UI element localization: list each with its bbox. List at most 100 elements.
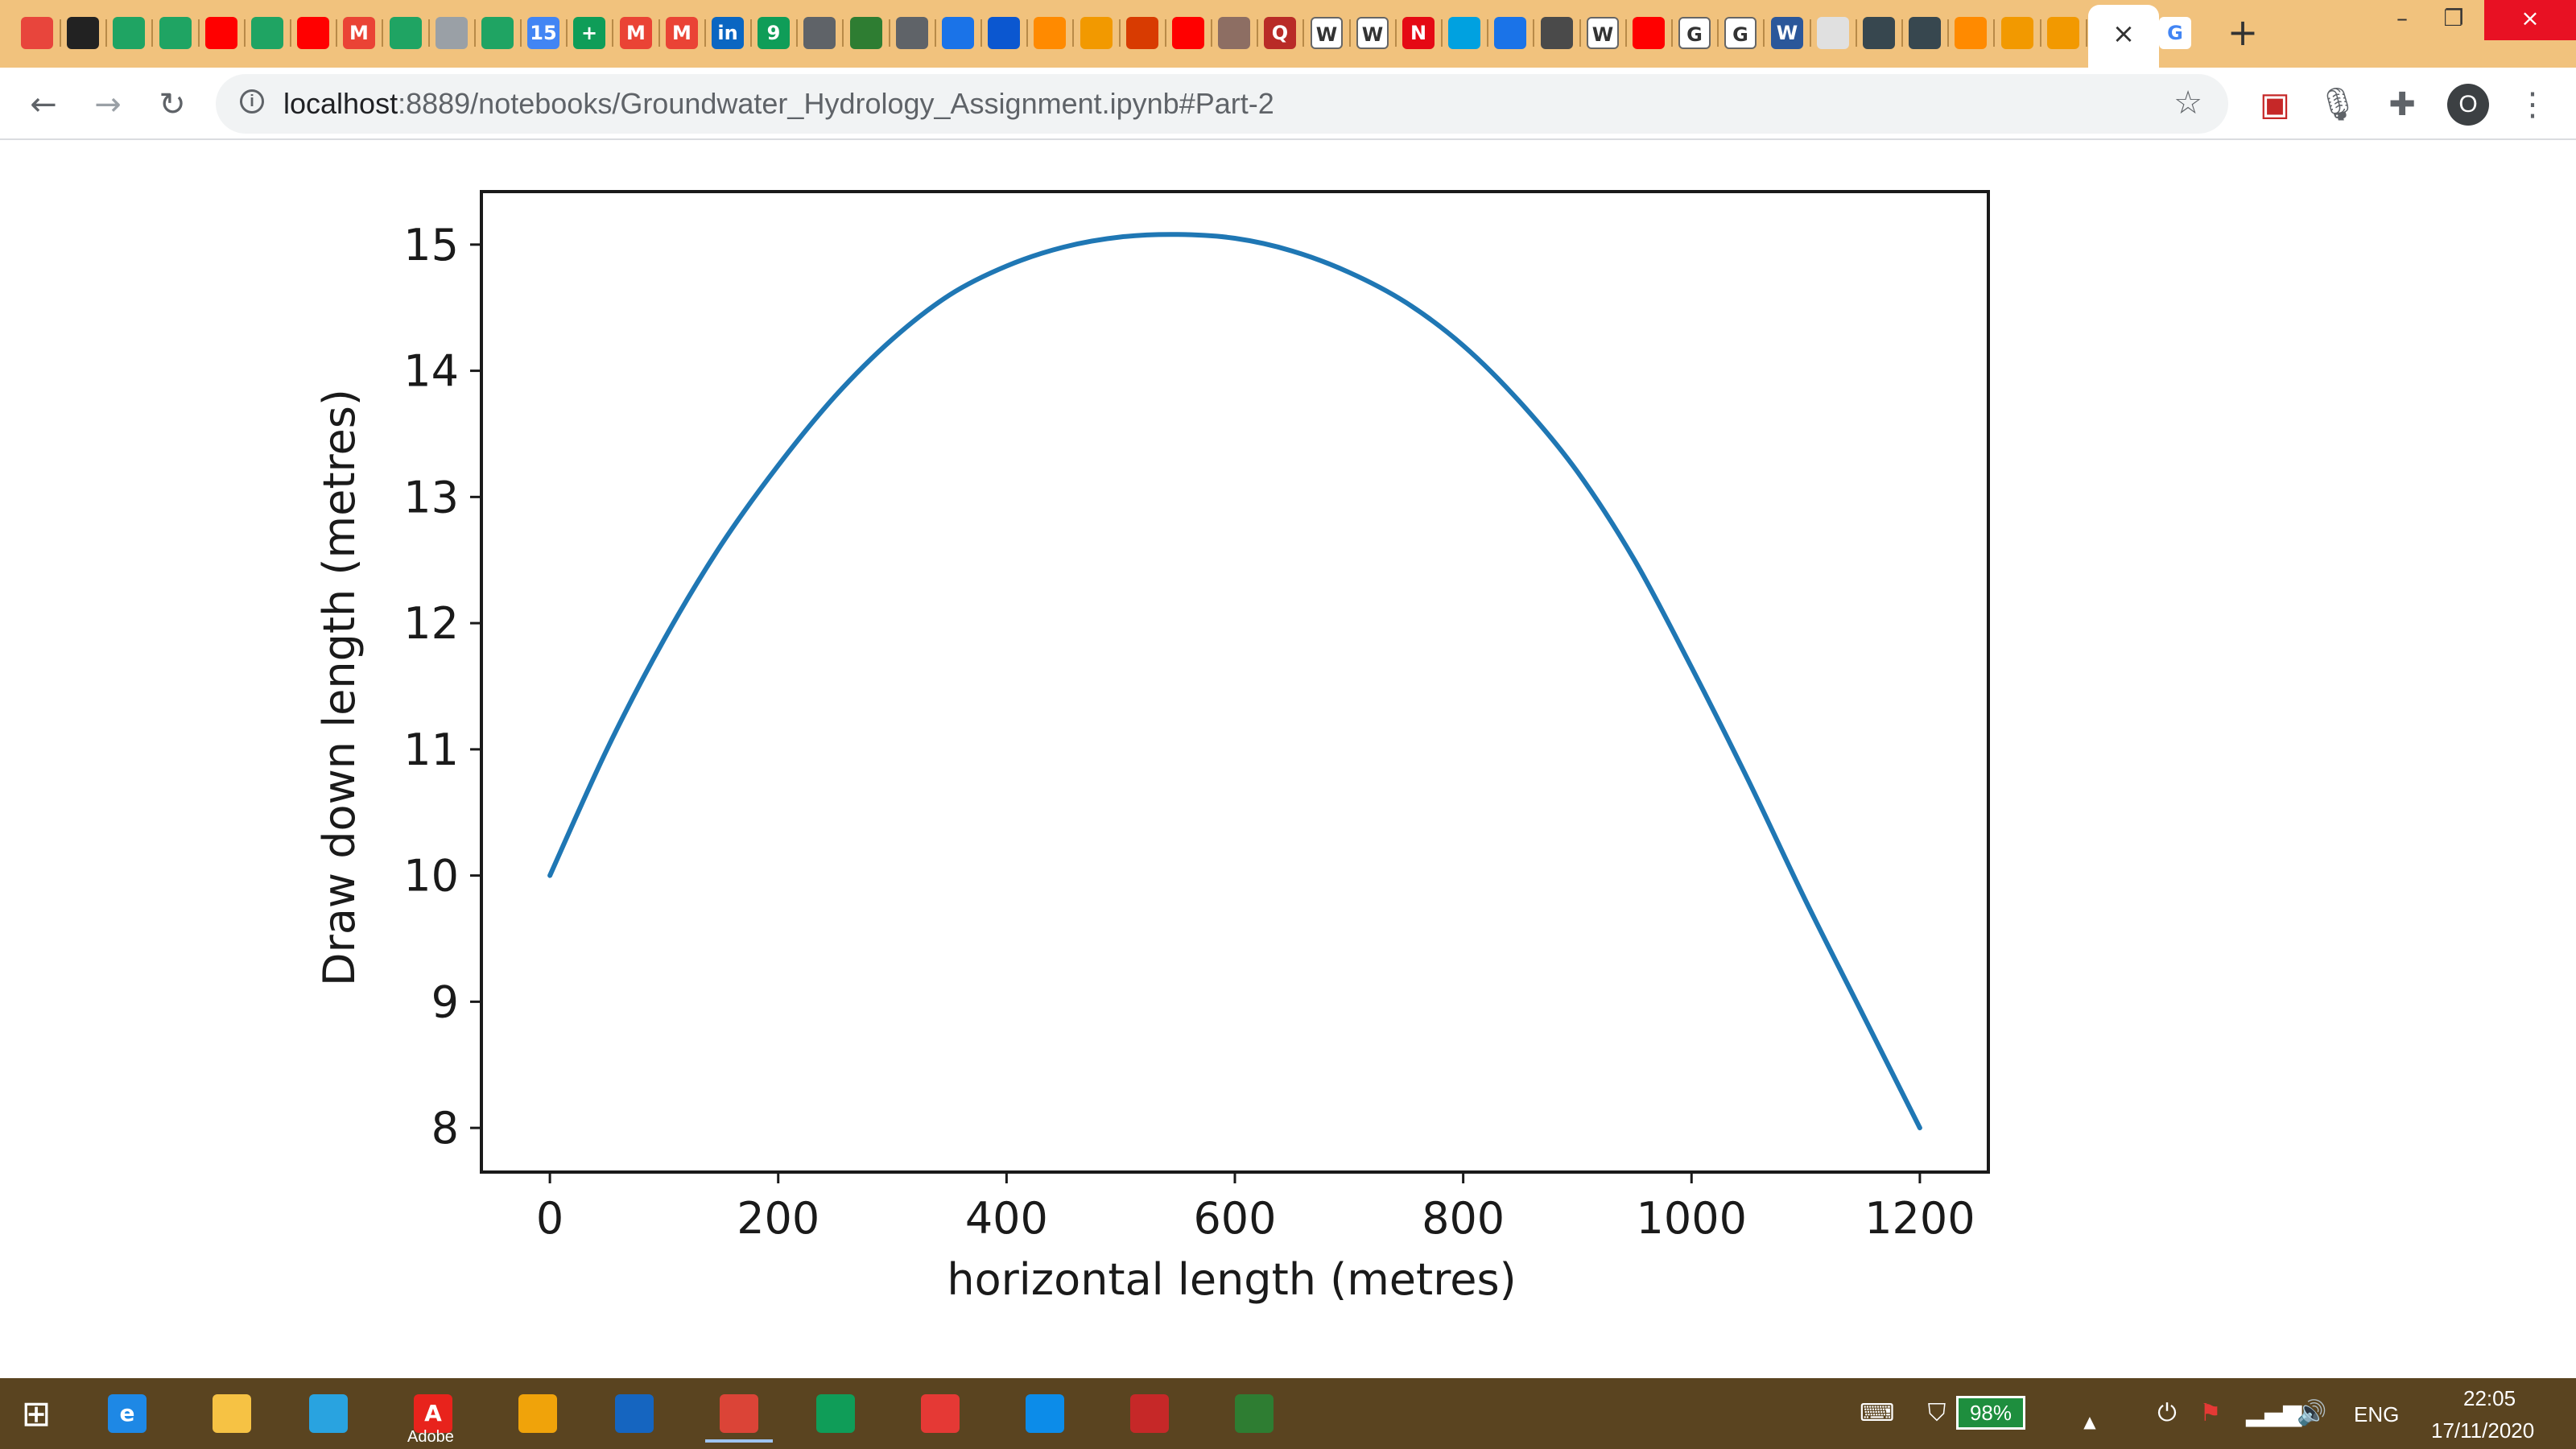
play-circle-icon[interactable] (988, 17, 1020, 49)
google-drive-icon[interactable] (251, 17, 283, 49)
reload-button[interactable]: ↻ (159, 86, 186, 123)
active-tab[interactable]: × (2088, 5, 2159, 68)
reader-icon[interactable] (942, 17, 974, 49)
tab-close-icon[interactable]: × (2112, 18, 2136, 50)
globe-icon[interactable] (896, 17, 928, 49)
google-drive-icon[interactable] (159, 17, 192, 49)
battery-indicator[interactable]: 98% (1956, 1396, 2025, 1430)
clock-date[interactable]: 17/11/2020 (2431, 1418, 2535, 1443)
language-indicator[interactable]: ENG (2354, 1402, 2400, 1426)
windows-start-icon[interactable]: ⊞ (21, 1393, 52, 1435)
crown-icon[interactable] (1541, 17, 1573, 49)
lenovo-icon-glyph (615, 1394, 654, 1433)
tab-separator (244, 19, 246, 47)
nine-badge-icon[interactable]: 9 (758, 17, 790, 49)
shield-check-icon[interactable]: ⛉ (1927, 1399, 1946, 1427)
book-icon[interactable] (2001, 17, 2033, 49)
extensions-puzzle-icon[interactable]: ✚ (2388, 86, 2416, 123)
microsoft-store-icon[interactable] (797, 1385, 874, 1443)
power-icon[interactable]: ⏻ (2157, 1399, 2177, 1427)
book-icon[interactable] (2047, 17, 2079, 49)
url-text[interactable]: localhost:8889/notebooks/Groundwater_Hyd… (283, 87, 1274, 120)
refresh-ring-icon[interactable] (1216, 1385, 1293, 1443)
box-3d-icon[interactable] (902, 1385, 979, 1443)
new-tab-button[interactable]: + (2227, 10, 2259, 54)
bird-icon[interactable] (1863, 17, 1895, 49)
globe-icon[interactable] (1909, 17, 1941, 49)
wikipedia-icon[interactable]: W (1587, 17, 1619, 49)
tab-separator (1487, 19, 1488, 47)
book-icon[interactable] (1080, 17, 1113, 49)
google-drive-icon[interactable] (481, 17, 514, 49)
microphone-icon[interactable]: 🎙 (2317, 86, 2359, 123)
circle-logo-icon[interactable] (436, 17, 468, 49)
x-tick-label: 200 (737, 1193, 819, 1244)
youtube-icon[interactable] (1172, 17, 1204, 49)
tab-separator (1119, 19, 1121, 47)
gmail-icon[interactable]: M (666, 17, 698, 49)
address-bar[interactable]: i localhost:8889/notebooks/Groundwater_H… (216, 74, 2228, 134)
forward-button[interactable]: → (94, 86, 122, 123)
word-icon[interactable]: W (1771, 17, 1803, 49)
menu-kebab-icon[interactable]: ⋮ (2516, 86, 2549, 123)
netflix-icon[interactable]: N (1402, 17, 1435, 49)
x-axis-label: horizontal length (metres) (947, 1254, 1516, 1305)
play-circle-icon[interactable] (1448, 17, 1480, 49)
restore-button[interactable]: ❐ (2443, 5, 2464, 31)
x-tick-label: 1200 (1864, 1193, 1975, 1244)
site-info-icon[interactable]: i (240, 89, 264, 114)
back-button[interactable]: ← (30, 86, 57, 123)
office-icon[interactable] (1126, 17, 1158, 49)
google-sheets-icon[interactable]: + (573, 17, 605, 49)
gmail-icon[interactable]: M (343, 17, 375, 49)
pocket-extension-icon[interactable]: ▣ (2260, 86, 2290, 123)
chrome-icon[interactable] (700, 1385, 778, 1443)
volume-icon[interactable]: 🔊 (2297, 1399, 2327, 1427)
action-flag-icon[interactable]: ⚑ (2199, 1399, 2222, 1427)
edge-icon[interactable] (1006, 1385, 1084, 1443)
crest-icon[interactable] (1218, 17, 1250, 49)
youtube-icon[interactable] (1633, 17, 1665, 49)
gmail-icon[interactable]: M (620, 17, 652, 49)
google-drive-icon[interactable] (113, 17, 145, 49)
show-hidden-icons-icon[interactable]: ▲ (2083, 1412, 2096, 1431)
youtube-icon[interactable] (205, 17, 237, 49)
rainbow-icon[interactable] (1817, 17, 1849, 49)
chart-icon[interactable] (850, 17, 882, 49)
loading-arc-icon[interactable] (1034, 17, 1066, 49)
minimize-button[interactable]: – (2396, 5, 2408, 31)
google-drive-icon[interactable] (390, 17, 422, 49)
mail-icon[interactable] (290, 1385, 367, 1443)
document-icon[interactable] (1494, 17, 1526, 49)
adobe-icon[interactable]: A (394, 1385, 472, 1443)
internet-explorer-icon[interactable]: e (89, 1385, 166, 1443)
bookmark-star-icon[interactable]: ☆ (2174, 85, 2202, 122)
quora-icon[interactable]: Q (1264, 17, 1296, 49)
clock-time[interactable]: 22:05 (2463, 1386, 2516, 1410)
drawdown-chart: 0 200 400 600 800 1000 1200 8 9 10 11 12 13 14 15 hor… (314, 190, 1990, 1305)
mcafee-icon[interactable] (1111, 1385, 1188, 1443)
loading-arc-icon[interactable] (1955, 17, 1987, 49)
youtube-icon[interactable] (297, 17, 329, 49)
file-explorer-icon[interactable] (193, 1385, 270, 1443)
google-g-icon[interactable]: G (1678, 17, 1711, 49)
profile-avatar[interactable]: O (2447, 84, 2489, 126)
tab-separator (658, 19, 660, 47)
network-signal-icon[interactable]: ▂▄▆ (2246, 1399, 2302, 1427)
google-g-icon[interactable]: G (2159, 17, 2191, 49)
globe-icon[interactable] (803, 17, 836, 49)
chrome-icon-glyph (720, 1394, 758, 1433)
contact-card-icon[interactable] (67, 17, 99, 49)
lenovo-icon[interactable] (596, 1385, 673, 1443)
wikipedia-icon[interactable]: W (1356, 17, 1389, 49)
headphones-icon[interactable] (499, 1385, 576, 1443)
tab-separator (1671, 19, 1673, 47)
miro-icon[interactable] (21, 17, 53, 49)
wikipedia-icon[interactable]: W (1311, 17, 1343, 49)
keyboard-icon[interactable]: ⌨ (1860, 1399, 1895, 1427)
tab-separator (704, 19, 706, 47)
close-window-button[interactable]: × (2484, 0, 2576, 40)
google-g-icon[interactable]: G (1724, 17, 1757, 49)
google-calendar-icon[interactable]: 15 (527, 17, 559, 49)
linkedin-icon[interactable]: in (712, 17, 744, 49)
